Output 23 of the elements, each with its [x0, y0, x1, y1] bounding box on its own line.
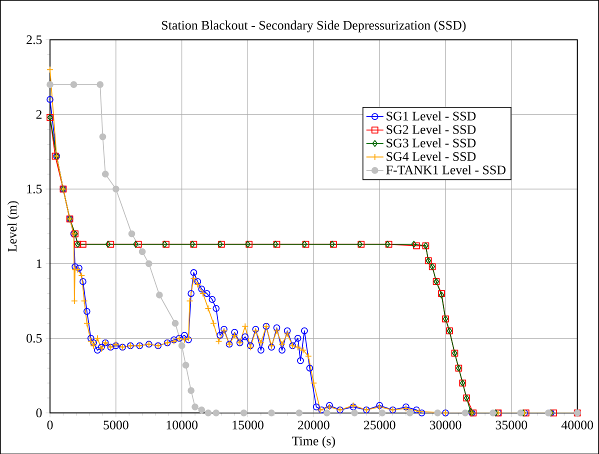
- legend-label: SG2 Level - SSD: [386, 124, 476, 134]
- x-axis-title: Time (s): [292, 436, 335, 448]
- x-tick-label: 25000: [364, 420, 396, 430]
- x-tick-label: 40000: [561, 420, 594, 430]
- y-tick-label: 1.5: [27, 184, 42, 194]
- x-tick-label: 35000: [496, 420, 528, 430]
- y-tick-label: 1: [36, 259, 42, 268]
- x-tick-label: 30000: [430, 420, 462, 430]
- x-tick-label: 5000: [104, 420, 128, 430]
- x-tick-label: 20000: [298, 420, 330, 430]
- y-tick-label: 2.5: [26, 35, 42, 44]
- y-tick-label: 2: [36, 110, 42, 119]
- legend-label: F-TANK1 Level - SSD: [386, 165, 506, 174]
- x-tick-label: 0: [47, 420, 53, 430]
- x-tick-label: 15000: [232, 420, 264, 430]
- chart-title: Station Blackout - Secondary Side Depressurization (SSD): [162, 20, 466, 32]
- x-tick-label: 10000: [166, 420, 198, 430]
- legend-label: SG3 Level - SSD: [386, 138, 476, 148]
- legend-label: SG4 Level - SSD: [386, 152, 476, 161]
- y-tick-label: 0.5: [26, 334, 42, 342]
- legend-label: SG1 Level - SSD: [386, 111, 476, 120]
- y-tick-label: 0: [36, 408, 42, 418]
- y-axis-title: Level (m): [7, 201, 20, 252]
